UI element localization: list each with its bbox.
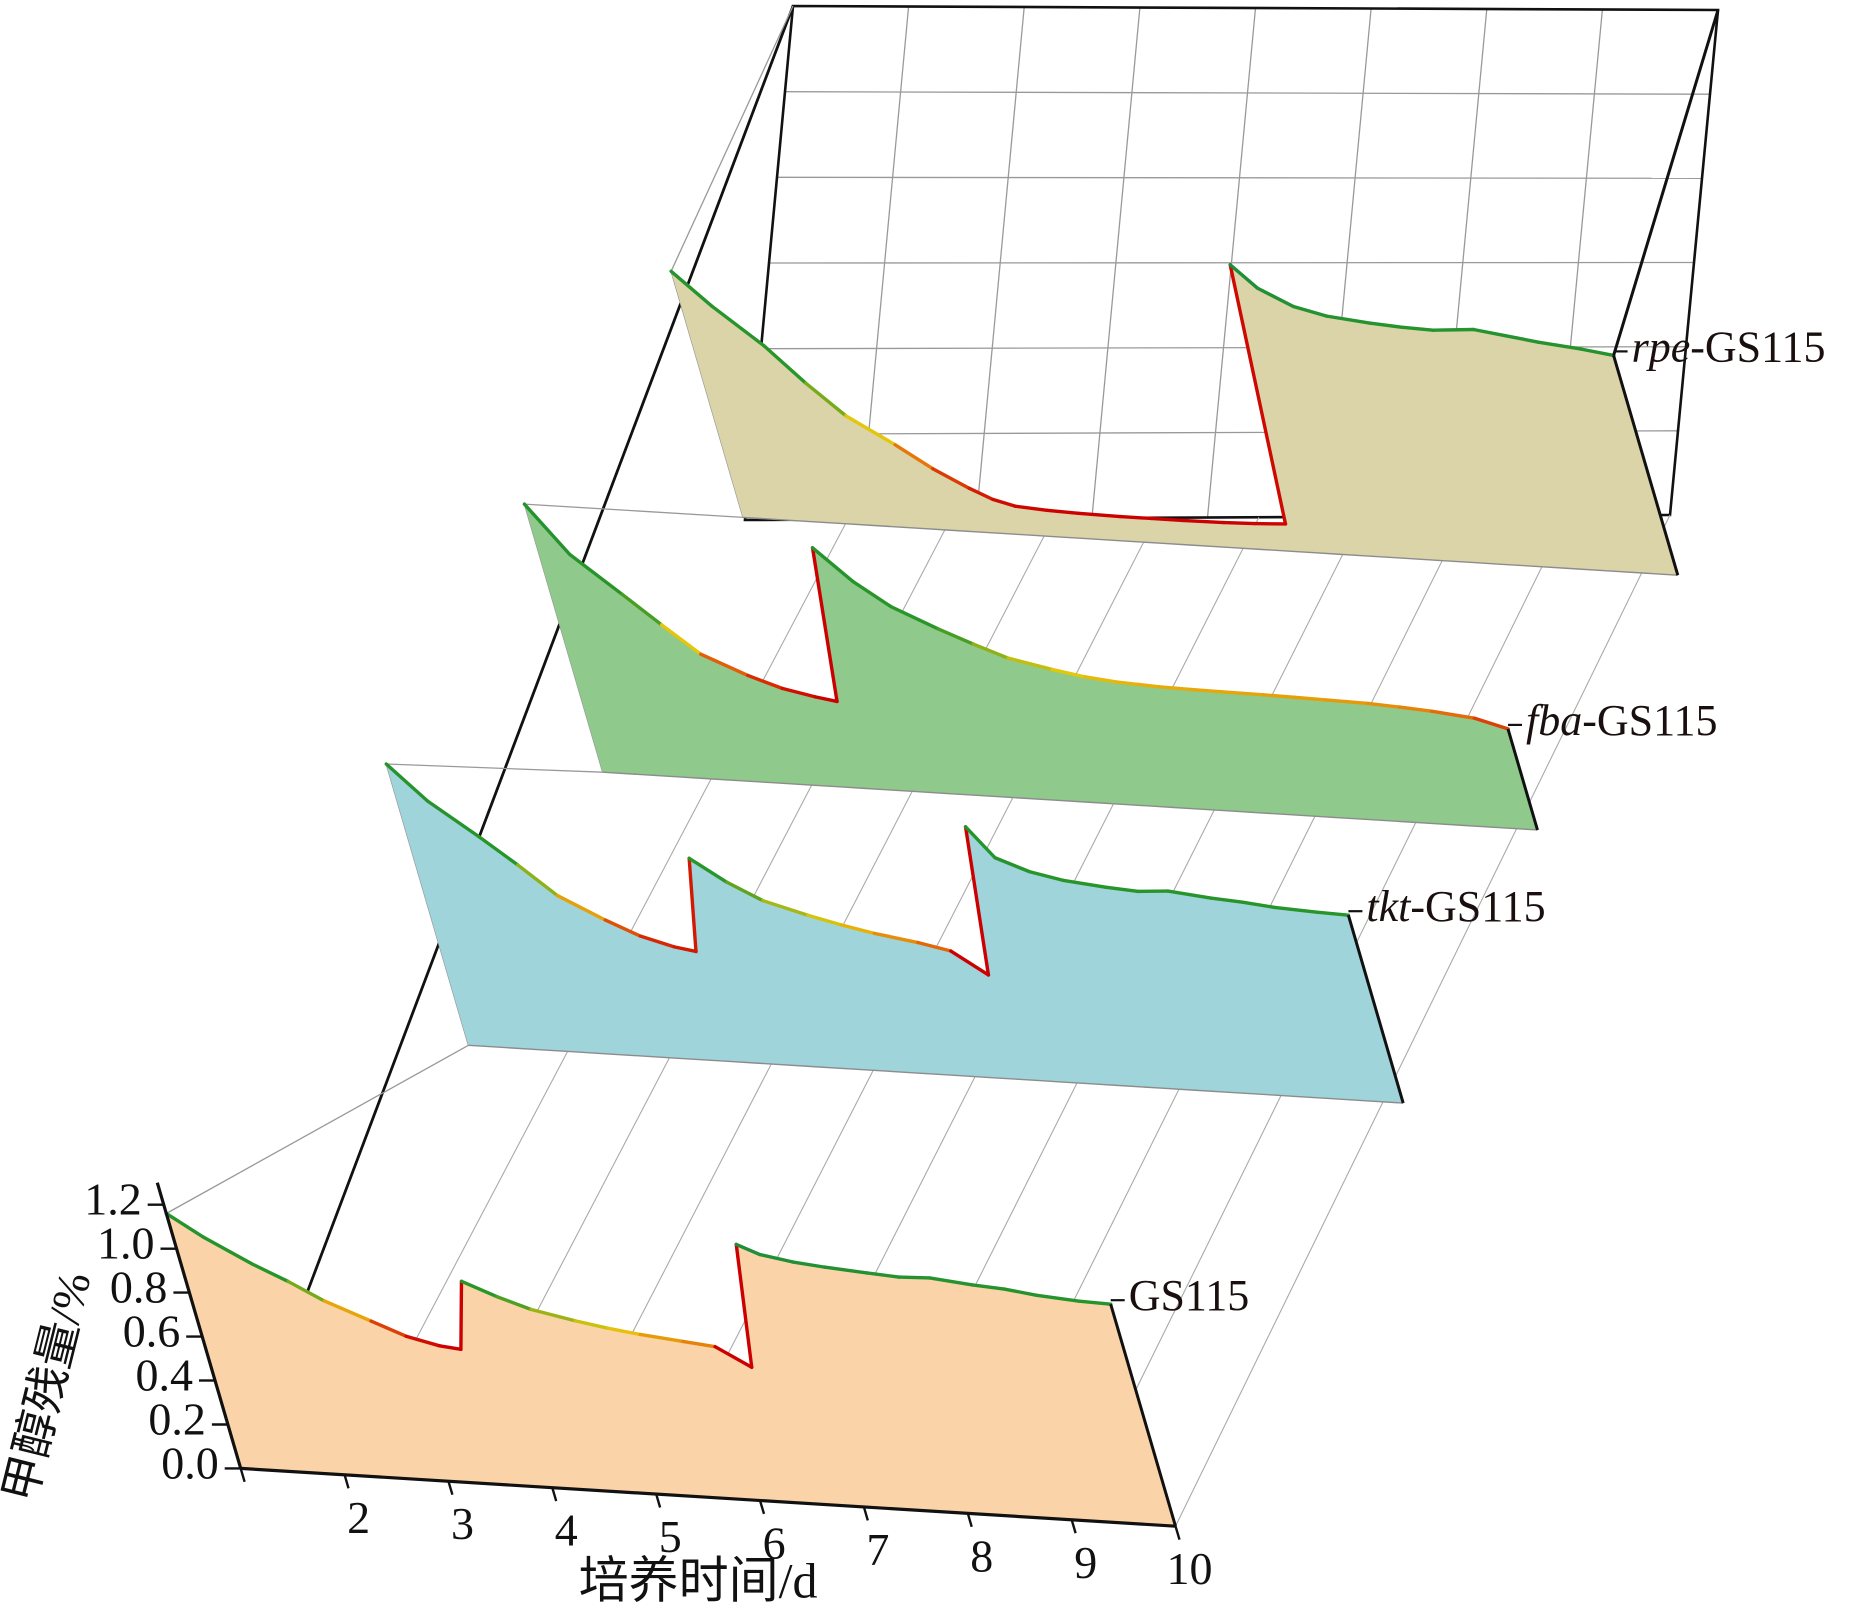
- svg-text:10: 10: [1167, 1543, 1213, 1594]
- svg-text:0.2: 0.2: [148, 1394, 206, 1445]
- svg-text:9: 9: [1074, 1537, 1097, 1588]
- svg-text:2: 2: [347, 1492, 370, 1543]
- svg-text:7: 7: [866, 1524, 889, 1575]
- svg-text:3: 3: [451, 1498, 474, 1549]
- svg-text:fba-GS115: fba-GS115: [1526, 696, 1718, 745]
- svg-text:rpe-GS115: rpe-GS115: [1632, 322, 1826, 371]
- svg-text:GS115: GS115: [1129, 1271, 1250, 1320]
- svg-text:0.8: 0.8: [110, 1262, 168, 1313]
- svg-text:0.4: 0.4: [136, 1350, 194, 1401]
- svg-text:tkt-GS115: tkt-GS115: [1366, 882, 1545, 931]
- svg-text:培养时间/d: 培养时间/d: [579, 1552, 818, 1604]
- svg-text:1.0: 1.0: [97, 1218, 155, 1269]
- svg-text:4: 4: [555, 1505, 578, 1556]
- svg-text:0.0: 0.0: [161, 1437, 219, 1488]
- svg-text:0.6: 0.6: [123, 1306, 181, 1357]
- svg-text:8: 8: [970, 1530, 993, 1581]
- svg-text:1.2: 1.2: [84, 1174, 142, 1225]
